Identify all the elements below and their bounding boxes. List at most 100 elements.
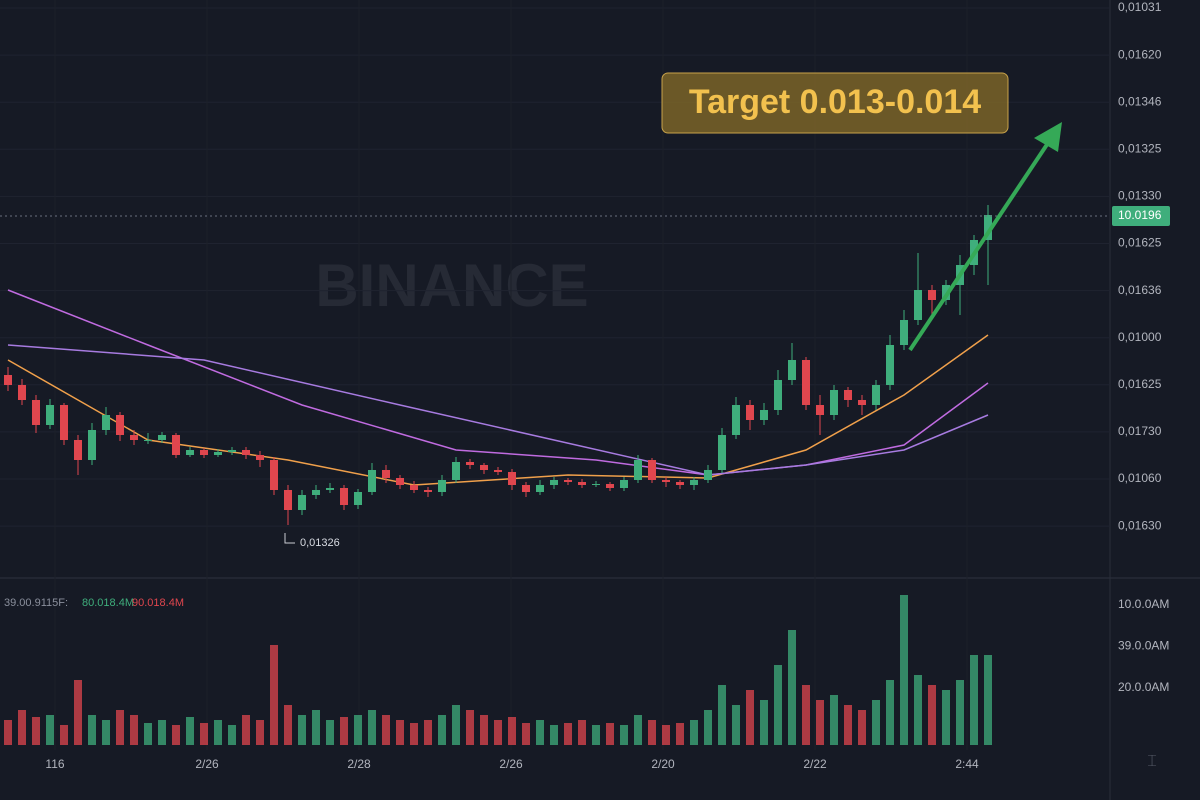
annotation-box (661, 72, 1009, 134)
low-label: 0,01326 (300, 537, 340, 549)
candle-body (886, 345, 894, 385)
volume-bar (312, 710, 320, 745)
price-label: 0,01060 (1118, 471, 1162, 485)
candle-body (438, 480, 446, 492)
candle-body (130, 435, 138, 440)
price-label: 0,01620 (1118, 47, 1162, 61)
volume-bar (46, 715, 54, 745)
candle-body (550, 480, 558, 485)
time-label: 2/26 (195, 757, 219, 771)
candle-body (522, 485, 530, 492)
candle-body (242, 450, 250, 455)
candle-body (424, 490, 432, 492)
candle-body (410, 485, 418, 490)
candle-body (312, 490, 320, 495)
volume-bar (900, 595, 908, 745)
moving-average (7, 344, 989, 476)
candle-body (116, 415, 124, 435)
candle-body (732, 405, 740, 435)
candle-body (592, 484, 600, 485)
candle-body (662, 480, 670, 482)
candle-body (452, 462, 460, 480)
candle-body (298, 495, 306, 510)
candle-body (620, 480, 628, 488)
candle-body (788, 360, 796, 380)
volume-bar (536, 720, 544, 745)
volume-legend: 90.018.4M (132, 597, 184, 609)
scale-icon[interactable]: ⌶ (1147, 753, 1157, 770)
volume-bar (18, 710, 26, 745)
moving-average (7, 334, 989, 486)
candle-body (648, 460, 656, 480)
candle-body (844, 390, 852, 400)
price-label: 0,01630 (1118, 518, 1162, 532)
volume-bar (592, 725, 600, 745)
volume-bar (956, 680, 964, 745)
volume-label: 39.0.0AM (1118, 639, 1169, 653)
candle-body (158, 435, 166, 440)
volume-bar (886, 680, 894, 745)
candle-body (18, 385, 26, 400)
volume-bar (662, 725, 670, 745)
volume-legend: 39.00.9115F: (4, 597, 68, 609)
volume-bar (746, 690, 754, 745)
arrow-head (1034, 122, 1062, 152)
volume-bar (564, 723, 572, 745)
candle-body (760, 410, 768, 420)
volume-bar (970, 655, 978, 745)
volume-bar (214, 720, 222, 745)
candle-body (186, 450, 194, 455)
candle-body (214, 452, 222, 455)
volume-bar (172, 725, 180, 745)
candle-body (60, 405, 68, 440)
volume-bar (32, 717, 40, 745)
candle-body (900, 320, 908, 345)
volume-bar (410, 723, 418, 745)
time-label: 116 (45, 757, 64, 771)
price-label: 0,01625 (1118, 377, 1162, 391)
candle-body (494, 470, 502, 472)
volume-bar (130, 715, 138, 745)
candle-body (774, 380, 782, 410)
price-label: 0,01330 (1118, 189, 1162, 203)
volume-bar (284, 705, 292, 745)
candle-body (802, 360, 810, 405)
volume-bar (858, 710, 866, 745)
candle-body (676, 482, 684, 485)
volume-bar (242, 715, 250, 745)
volume-bar (760, 700, 768, 745)
volume-bar (270, 645, 278, 745)
volume-bar (60, 725, 68, 745)
volume-bar (298, 715, 306, 745)
candle-body (858, 400, 866, 405)
candle-body (466, 462, 474, 465)
candle-body (256, 455, 264, 460)
volume-bar (774, 665, 782, 745)
volume-bar (326, 720, 334, 745)
moving-average (7, 289, 989, 476)
volume-label: 10.0.0AM (1118, 597, 1169, 611)
volume-bar (424, 720, 432, 745)
candle-body (634, 460, 642, 480)
volume-bar (984, 655, 992, 745)
candle-body (718, 435, 726, 470)
volume-bar (732, 705, 740, 745)
candle-body (144, 440, 152, 441)
candle-body (508, 472, 516, 485)
price-label: 0,01031 (1118, 0, 1162, 14)
candle-body (4, 375, 12, 385)
volume-bar (718, 685, 726, 745)
volume-bar (494, 720, 502, 745)
candle-body (326, 488, 334, 490)
volume-bar (186, 717, 194, 745)
candle-body (984, 215, 992, 240)
time-label: 2:44 (955, 757, 979, 771)
candle-body (914, 290, 922, 320)
candle-body (606, 484, 614, 488)
volume-bar (354, 715, 362, 745)
volume-bar (74, 680, 82, 745)
price-label: 0,01625 (1118, 236, 1162, 250)
volume-bar (648, 720, 656, 745)
